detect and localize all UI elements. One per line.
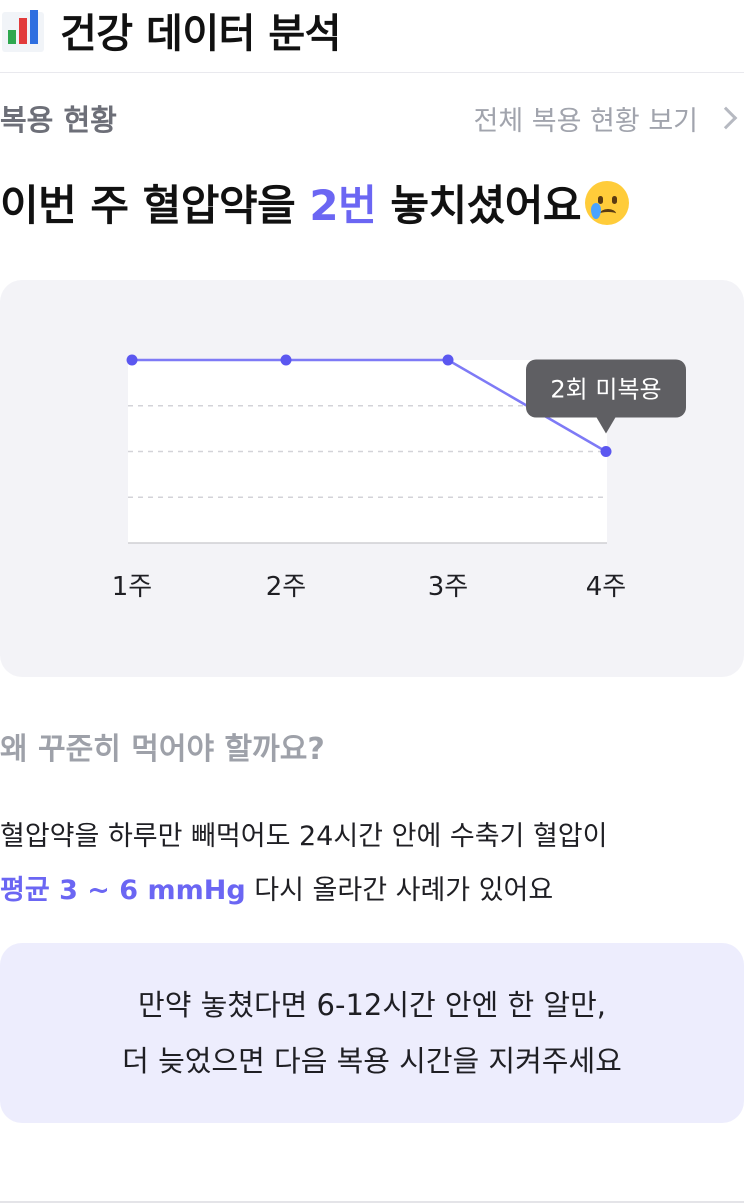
data-point-4 (600, 446, 612, 457)
adherence-line-chart: 1주 2주 3주 4주 2회 미복용 (112, 354, 686, 602)
why-question: 왜 꾸준히 먹어야 할까요? (0, 732, 325, 767)
x-tick-label: 2주 (266, 572, 306, 602)
data-point-3 (442, 354, 454, 366)
adherence-section-header: 복용 현황 전체 복용 현황 보기 (0, 96, 744, 140)
header-divider (0, 72, 744, 73)
data-point-2 (280, 354, 292, 366)
missed-count: 2번 (309, 181, 377, 230)
bottom-divider (0, 1201, 744, 1203)
page-title: 건강 데이터 분석 (60, 11, 341, 57)
chevron-right-icon (714, 106, 738, 130)
section-label: 복용 현황 (0, 103, 117, 137)
view-all-adherence-link[interactable]: 전체 복용 현황 보기 (473, 99, 738, 138)
info-line-1: 혈압약을 하루만 빼먹어도 24시간 안에 수축기 혈압이 (0, 821, 608, 852)
tooltip-box (526, 359, 686, 418)
adherence-chart-card: 1주 2주 3주 4주 2회 미복용 (0, 280, 744, 677)
adherence-headline: 이번 주 혈압약을 2번 놓치셨어요 (0, 172, 744, 233)
info-text: 혈압약을 하루만 빼먹어도 24시간 안에 수축기 혈압이 평균 3 ~ 6 m… (0, 810, 744, 918)
tip-line-1: 만약 놓쳤다면 6-12시간 안엔 한 알만, (138, 988, 606, 1022)
info-line-2: 평균 3 ~ 6 mmHg 다시 올라간 사례가 있어요 (0, 864, 744, 918)
headline-prefix: 이번 주 혈압약을 (0, 181, 310, 230)
crying-face-icon (585, 180, 630, 225)
x-tick-label: 3주 (428, 572, 468, 602)
tooltip-label: 2회 미복용 (550, 376, 661, 404)
bar-chart-icon (2, 8, 46, 52)
x-tick-label: 1주 (112, 572, 152, 602)
missed-dose-tip-card: 만약 놓쳤다면 6-12시간 안엔 한 알만, 더 늦었으면 다음 복용 시간을… (0, 943, 744, 1123)
headline-suffix: 놓치셨어요 (376, 181, 582, 230)
tip-line-2: 더 늦었으면 다음 복용 시간을 지켜주세요 (122, 1044, 622, 1078)
header: 건강 데이터 분석 (0, 0, 744, 60)
data-point-1 (126, 354, 138, 366)
tooltip-pointer (596, 416, 616, 434)
view-all-label: 전체 복용 현황 보기 (473, 105, 698, 137)
info-accent: 평균 3 ~ 6 mmHg (0, 875, 246, 906)
info-line-2-rest: 다시 올라간 사례가 있어요 (245, 875, 554, 906)
x-tick-label: 4주 (586, 572, 626, 602)
